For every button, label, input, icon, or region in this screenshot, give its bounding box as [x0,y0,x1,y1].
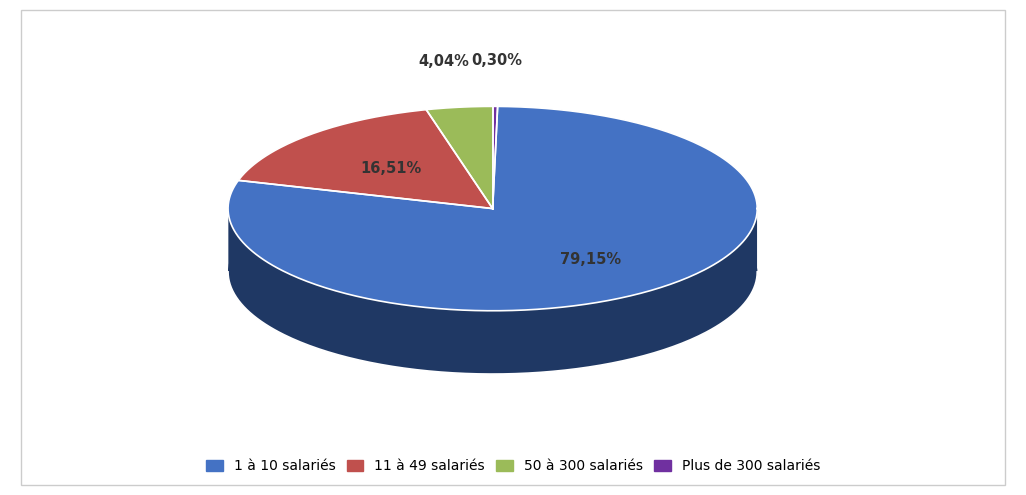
Polygon shape [228,204,757,374]
Ellipse shape [228,170,757,374]
Polygon shape [238,109,492,208]
Text: 79,15%: 79,15% [559,252,621,267]
Polygon shape [426,106,492,208]
Polygon shape [228,106,757,311]
Legend: 1 à 10 salariés, 11 à 49 salariés, 50 à 300 salariés, Plus de 300 salariés: 1 à 10 salariés, 11 à 49 salariés, 50 à … [200,454,826,479]
Text: 16,51%: 16,51% [360,161,422,176]
Text: 4,04%: 4,04% [419,54,470,69]
Text: 0,30%: 0,30% [471,53,522,68]
Polygon shape [492,106,498,208]
